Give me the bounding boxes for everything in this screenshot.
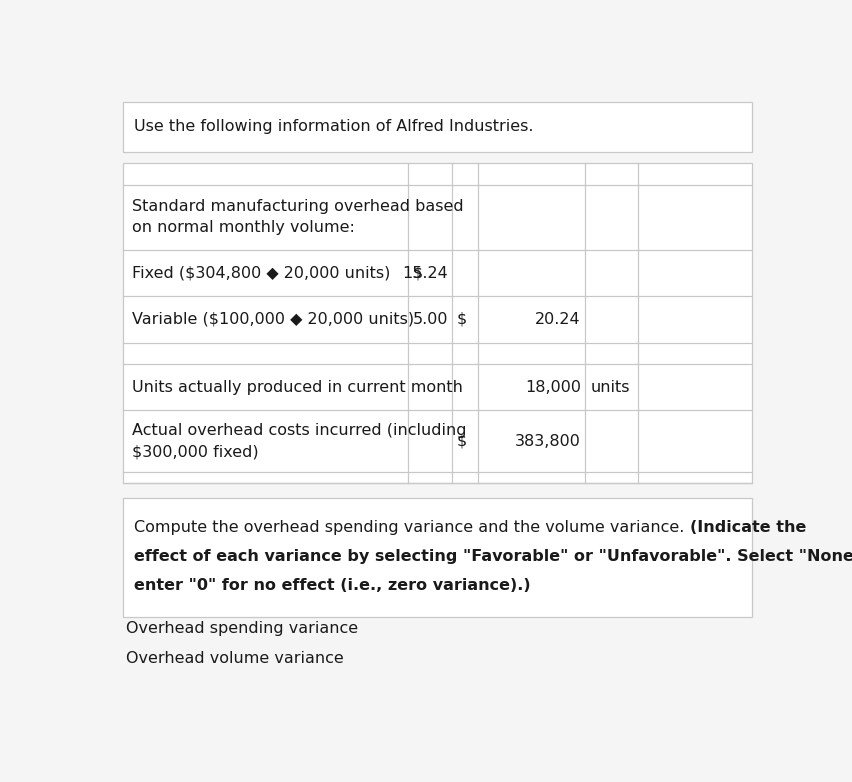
- Text: units: units: [590, 380, 630, 395]
- Bar: [123, 163, 751, 482]
- Text: $: $: [412, 266, 423, 281]
- Text: effect of each variance by selecting "Favorable" or "Unfavorable". Select "None": effect of each variance by selecting "Fa…: [134, 549, 852, 564]
- Text: Use the following information of Alfred Industries.: Use the following information of Alfred …: [134, 119, 533, 134]
- Text: Variable ($100,000 ◆ 20,000 units): Variable ($100,000 ◆ 20,000 units): [132, 312, 413, 327]
- Text: 18,000: 18,000: [524, 380, 580, 395]
- Text: Overhead volume variance: Overhead volume variance: [126, 651, 344, 665]
- Bar: [123, 102, 751, 152]
- Text: Compute the overhead spending variance and the volume variance.: Compute the overhead spending variance a…: [134, 520, 689, 535]
- Text: (Indicate the: (Indicate the: [689, 520, 805, 535]
- Text: Overhead spending variance: Overhead spending variance: [126, 622, 358, 637]
- Text: Units actually produced in current month: Units actually produced in current month: [132, 380, 462, 395]
- Text: 5.00: 5.00: [412, 312, 448, 327]
- Text: Fixed ($304,800 ◆ 20,000 units): Fixed ($304,800 ◆ 20,000 units): [132, 266, 389, 281]
- Text: 15.24: 15.24: [402, 266, 448, 281]
- Text: enter "0" for no effect (i.e., zero variance).): enter "0" for no effect (i.e., zero vari…: [134, 579, 530, 594]
- Text: Standard manufacturing overhead based
on normal monthly volume:: Standard manufacturing overhead based on…: [132, 199, 463, 235]
- Text: 20.24: 20.24: [534, 312, 580, 327]
- Text: $: $: [457, 312, 467, 327]
- Text: 383,800: 383,800: [515, 433, 580, 449]
- Text: $: $: [457, 433, 467, 449]
- Bar: [123, 498, 751, 618]
- Text: Actual overhead costs incurred (including
$300,000 fixed): Actual overhead costs incurred (includin…: [132, 423, 466, 459]
